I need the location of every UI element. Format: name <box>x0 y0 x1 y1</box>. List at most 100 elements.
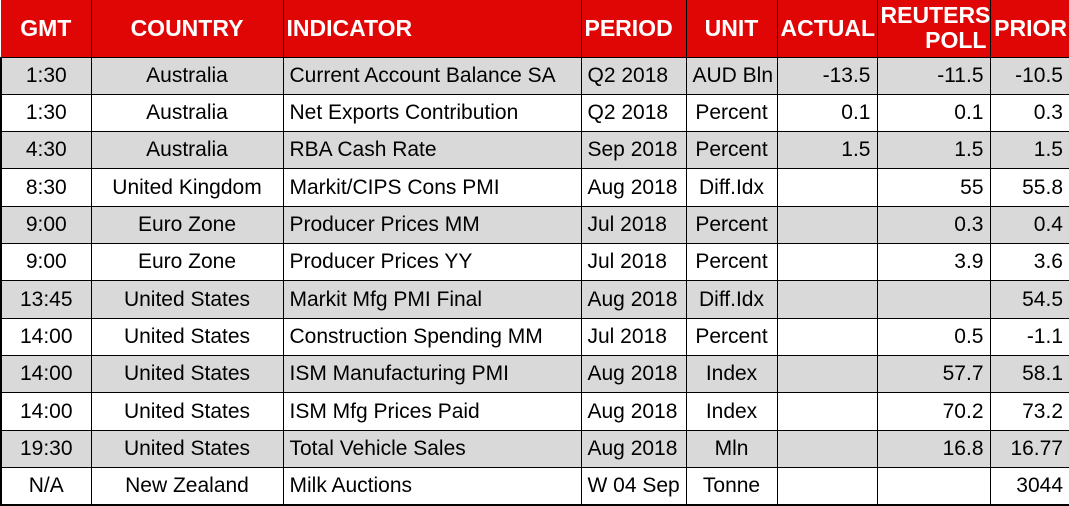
cell-unit: Diff.Idx <box>685 280 778 319</box>
cell-country: United States <box>90 280 284 319</box>
table-row: 14:00 United States ISM Mfg Prices Paid Aug… <box>0 392 1069 431</box>
table-row: 8:30 United Kingdom Markit/CIPS Cons PMI Au… <box>0 168 1069 207</box>
cell-poll <box>876 467 991 506</box>
table-row: 14:00 United States ISM Manufacturing PMI A… <box>0 355 1069 394</box>
cell-gmt: 4:30 <box>0 131 92 170</box>
table-row: 1:30 Australia Current Account Balance SA Q… <box>0 56 1069 95</box>
cell-poll: -11.5 <box>876 56 991 95</box>
cell-period: W 04 Sep <box>580 467 687 506</box>
table-row: 4:30 Australia RBA Cash Rate Sep 2018 Percen… <box>0 131 1069 170</box>
cell-unit: Percent <box>685 131 778 170</box>
cell-gmt: N/A <box>0 467 92 506</box>
header-row: GMT COUNTRY INDICATOR PERIOD UNIT ACTUAL REUTE… <box>1 0 1069 58</box>
cell-poll: 70.2 <box>876 392 991 431</box>
cell-actual <box>776 168 878 207</box>
cell-indicator: Markit Mfg PMI Final <box>282 280 582 319</box>
cell-indicator: Current Account Balance SA <box>282 56 582 95</box>
cell-country: United Kingdom <box>90 168 284 207</box>
cell-prior: 3.6 <box>989 243 1069 282</box>
table-row: 9:00 Euro Zone Producer Prices MM Jul 2018 P… <box>0 205 1069 245</box>
cell-unit: AUD Bln <box>685 56 778 95</box>
cell-prior: 16.77 <box>989 429 1069 469</box>
table-row: 1:30 Australia Net Exports Contribution Q2 … <box>0 93 1069 133</box>
cell-country: Australia <box>90 93 284 133</box>
column-header-indicator: INDICATOR <box>282 0 582 58</box>
cell-unit: Percent <box>685 205 778 245</box>
cell-poll: 0.1 <box>876 93 991 133</box>
cell-indicator: Construction Spending MM <box>282 317 582 357</box>
cell-gmt: 14:00 <box>0 392 92 431</box>
cell-prior: -1.1 <box>989 317 1069 357</box>
cell-country: New Zealand <box>90 467 284 506</box>
cell-period: Jul 2018 <box>580 243 687 282</box>
cell-period: Aug 2018 <box>580 392 687 431</box>
cell-period: Jul 2018 <box>580 205 687 245</box>
cell-actual <box>776 355 878 394</box>
table-row: N/A New Zealand Milk Auctions W 04 Sep Tonne… <box>0 467 1069 506</box>
cell-period: Aug 2018 <box>580 280 687 319</box>
cell-prior: 73.2 <box>989 392 1069 431</box>
cell-country: United States <box>90 355 284 394</box>
cell-country: Australia <box>90 131 284 170</box>
cell-poll <box>876 280 991 319</box>
cell-indicator: Total Vehicle Sales <box>282 429 582 469</box>
table-row: 13:45 United States Markit Mfg PMI Final Au… <box>0 280 1069 319</box>
cell-poll: 0.3 <box>876 205 991 245</box>
cell-unit: Index <box>685 392 778 431</box>
cell-prior: 0.4 <box>989 205 1069 245</box>
cell-unit: Mln <box>685 429 778 469</box>
cell-poll: 1.5 <box>876 131 991 170</box>
cell-period: Aug 2018 <box>580 355 687 394</box>
table-row: 9:00 Euro Zone Producer Prices YY Jul 2018 P… <box>0 243 1069 282</box>
cell-country: United States <box>90 317 284 357</box>
cell-actual: 0.1 <box>776 93 878 133</box>
cell-actual: 1.5 <box>776 131 878 170</box>
column-header-poll: REUTERS POLL <box>876 0 991 58</box>
cell-gmt: 9:00 <box>0 205 92 245</box>
cell-unit: Percent <box>685 317 778 357</box>
cell-gmt: 1:30 <box>0 56 92 95</box>
table-row: 19:30 United States Total Vehicle Sales Aug… <box>0 429 1069 469</box>
column-header-period: PERIOD <box>580 0 687 58</box>
cell-poll: 16.8 <box>876 429 991 469</box>
cell-prior: 1.5 <box>989 131 1069 170</box>
cell-indicator: Producer Prices YY <box>282 243 582 282</box>
cell-poll: 55 <box>876 168 991 207</box>
cell-indicator: Producer Prices MM <box>282 205 582 245</box>
cell-actual <box>776 317 878 357</box>
cell-actual <box>776 280 878 319</box>
cell-gmt: 19:30 <box>0 429 92 469</box>
cell-actual <box>776 243 878 282</box>
cell-unit: Diff.Idx <box>685 168 778 207</box>
column-header-gmt: GMT <box>1 0 92 58</box>
cell-actual <box>776 205 878 245</box>
cell-country: Euro Zone <box>90 243 284 282</box>
cell-poll: 0.5 <box>876 317 991 357</box>
cell-gmt: 13:45 <box>0 280 92 319</box>
table-header: GMT COUNTRY INDICATOR PERIOD UNIT ACTUAL REUTE… <box>1 0 1069 58</box>
cell-gmt: 9:00 <box>0 243 92 282</box>
cell-period: Jul 2018 <box>580 317 687 357</box>
cell-gmt: 14:00 <box>0 355 92 394</box>
table-row: 14:00 United States Construction Spending … <box>0 317 1069 357</box>
cell-period: Sep 2018 <box>580 131 687 170</box>
cell-prior: 58.1 <box>989 355 1069 394</box>
cell-indicator: Milk Auctions <box>282 467 582 506</box>
cell-prior: 3044 <box>989 467 1069 506</box>
cell-poll: 3.9 <box>876 243 991 282</box>
cell-indicator: RBA Cash Rate <box>282 131 582 170</box>
cell-indicator: ISM Manufacturing PMI <box>282 355 582 394</box>
cell-period: Aug 2018 <box>580 168 687 207</box>
cell-gmt: 14:00 <box>0 317 92 357</box>
cell-poll: 57.7 <box>876 355 991 394</box>
table-body: 1:30 Australia Current Account Balance SA Q… <box>0 56 1069 506</box>
cell-unit: Tonne <box>685 467 778 506</box>
cell-prior: 55.8 <box>989 168 1069 207</box>
cell-unit: Percent <box>685 93 778 133</box>
cell-period: Q2 2018 <box>580 93 687 133</box>
cell-prior: 54.5 <box>989 280 1069 319</box>
cell-country: Australia <box>90 56 284 95</box>
column-header-prior: PRIOR <box>989 0 1069 58</box>
cell-actual: -13.5 <box>776 56 878 95</box>
